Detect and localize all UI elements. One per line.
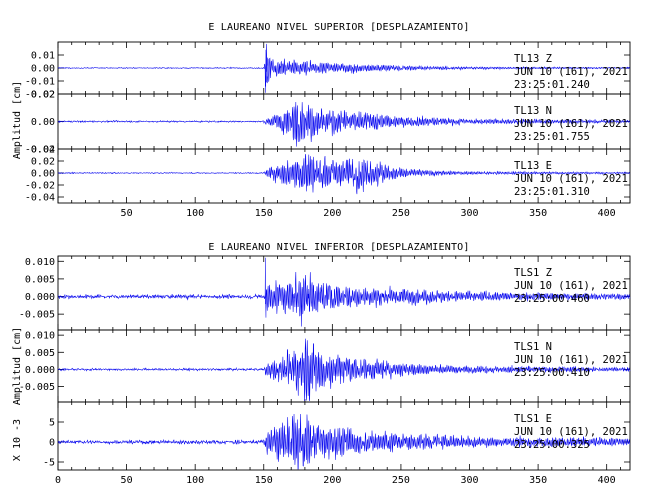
date-label: JUN 10 (161), 2021 [514,280,628,292]
y-tick-label: 0.00 [31,117,55,128]
y-tick-label: 0 [49,438,55,449]
y-tick-label: -0.04 [25,193,55,204]
x-tick-label: 350 [529,475,547,486]
waveform-trace [57,338,631,402]
y-tick-label: 0.01 [31,51,55,62]
time-label: 23:25:01.240 [514,79,590,91]
date-label: JUN 10 (161), 2021 [514,426,628,438]
time-label: 23:25:01.755 [514,131,590,143]
y-tick-label: -0.02 [25,145,55,156]
time-label: 23:25:01.310 [514,186,590,198]
x-tick-label: 300 [460,475,478,486]
y-tick-label: 0.010 [25,331,55,342]
x-tick-label: 200 [323,208,341,219]
station-component-label: TL13 N [514,105,552,117]
y-axis-label-bottom: Amplitud [cm] [12,327,23,405]
y-tick-label: -0.02 [25,181,55,192]
y-tick-label: 0.04 [31,145,55,156]
x-tick-label: 250 [392,475,410,486]
time-label: 23:25:00.410 [514,367,590,379]
waveform-trace [57,154,631,195]
x-tick-label: 150 [255,208,273,219]
x-tick-label: 100 [186,208,204,219]
y-tick-label: 5 [49,418,55,429]
x-tick-label: 300 [460,208,478,219]
y-tick-label: -5 [43,458,55,469]
date-label: JUN 10 (161), 2021 [514,66,628,78]
station-component-label: TLS1 N [514,341,552,353]
station-component-label: TLS1 Z [514,267,552,279]
y-tick-label: 0.00 [31,169,55,180]
station-component-label: TLS1 E [514,413,552,425]
y-tick-label: -0.02 [25,90,55,101]
date-label: JUN 10 (161), 2021 [514,354,628,366]
x-tick-label: 400 [598,475,616,486]
y-tick-label: 0.005 [25,348,55,359]
station-component-label: TL13 Z [514,53,552,65]
y-tick-label: 0.000 [25,292,55,303]
y-tick-label: -0.005 [19,310,55,321]
date-label: JUN 10 (161), 2021 [514,118,628,130]
waveform-trace [57,257,631,327]
x-tick-label: 250 [392,208,410,219]
y-axis-label-top: Amplitud [cm] [12,81,23,159]
y-tick-label: 0.000 [25,365,55,376]
time-label: 23:25:00.460 [514,293,590,305]
x-tick-label: 150 [255,475,273,486]
waveform-trace [57,413,631,470]
y-tick-label: 0.005 [25,274,55,285]
y-tick-label: -0.005 [19,382,55,393]
y-scale-factor-label: X 10 -3 [12,419,23,461]
waveform-trace [57,101,631,147]
panel-frame [57,148,631,204]
x-tick-label: 0 [55,475,61,486]
x-tick-label: 50 [121,475,133,486]
station-component-label: TL13 E [514,160,552,172]
y-tick-label: -0.01 [25,77,55,88]
y-tick-label: 0.010 [25,257,55,268]
x-tick-label: 400 [598,208,616,219]
panel-frame [57,401,631,471]
date-label: JUN 10 (161), 2021 [514,173,628,185]
y-tick-label: 0.02 [31,157,55,168]
x-tick-label: 350 [529,208,547,219]
x-tick-label: 200 [323,475,341,486]
y-tick-label: 0.02 [31,90,55,101]
x-tick-label: 50 [121,208,133,219]
y-tick-label: 0.00 [31,64,55,75]
waveform-trace [57,43,631,93]
time-label: 23:25:00.325 [514,439,590,451]
chart-title-top: E LAUREANO NIVEL SUPERIOR [DESPLAZAMIENT… [208,22,469,33]
x-tick-label: 100 [186,475,204,486]
chart-title-bottom: E LAUREANO NIVEL INFERIOR [DESPLAZAMIENT… [208,242,469,253]
